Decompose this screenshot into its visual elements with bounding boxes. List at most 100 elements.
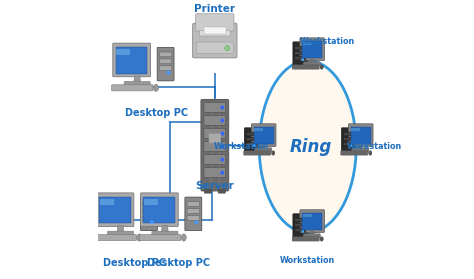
Ellipse shape — [320, 237, 323, 241]
Circle shape — [220, 158, 224, 162]
FancyBboxPatch shape — [99, 197, 131, 223]
FancyBboxPatch shape — [100, 199, 114, 205]
FancyBboxPatch shape — [293, 214, 308, 238]
Circle shape — [220, 171, 224, 175]
FancyBboxPatch shape — [140, 193, 178, 227]
FancyBboxPatch shape — [116, 47, 147, 74]
FancyBboxPatch shape — [124, 81, 150, 87]
FancyBboxPatch shape — [343, 142, 354, 146]
Circle shape — [220, 119, 224, 122]
FancyBboxPatch shape — [187, 216, 200, 220]
FancyBboxPatch shape — [303, 214, 312, 217]
FancyBboxPatch shape — [255, 148, 272, 151]
FancyBboxPatch shape — [95, 234, 137, 240]
FancyBboxPatch shape — [341, 128, 356, 152]
FancyBboxPatch shape — [204, 102, 226, 112]
FancyBboxPatch shape — [108, 231, 134, 237]
Ellipse shape — [259, 61, 356, 233]
Circle shape — [301, 58, 304, 61]
FancyBboxPatch shape — [254, 127, 273, 144]
Circle shape — [194, 220, 198, 224]
FancyBboxPatch shape — [204, 189, 211, 193]
Ellipse shape — [154, 84, 158, 92]
FancyBboxPatch shape — [187, 202, 200, 206]
FancyBboxPatch shape — [159, 52, 172, 57]
FancyBboxPatch shape — [352, 148, 369, 151]
Text: Server: Server — [195, 181, 234, 191]
Text: Workstation: Workstation — [300, 37, 355, 46]
FancyBboxPatch shape — [157, 47, 174, 81]
FancyBboxPatch shape — [348, 124, 373, 146]
FancyBboxPatch shape — [139, 234, 181, 240]
Polygon shape — [261, 146, 265, 149]
Circle shape — [220, 132, 224, 136]
FancyBboxPatch shape — [192, 23, 237, 58]
FancyBboxPatch shape — [251, 124, 276, 146]
Circle shape — [350, 144, 353, 147]
Circle shape — [253, 144, 255, 147]
Circle shape — [220, 105, 224, 109]
FancyBboxPatch shape — [159, 59, 172, 64]
FancyBboxPatch shape — [143, 209, 155, 213]
FancyBboxPatch shape — [295, 51, 306, 55]
FancyBboxPatch shape — [117, 49, 130, 55]
FancyBboxPatch shape — [204, 116, 226, 125]
FancyBboxPatch shape — [112, 85, 153, 91]
FancyBboxPatch shape — [140, 197, 157, 231]
FancyBboxPatch shape — [204, 27, 226, 34]
FancyBboxPatch shape — [246, 137, 257, 141]
FancyBboxPatch shape — [199, 30, 230, 36]
Circle shape — [220, 145, 224, 148]
FancyBboxPatch shape — [300, 38, 325, 61]
FancyBboxPatch shape — [245, 128, 259, 152]
FancyBboxPatch shape — [254, 128, 263, 131]
FancyBboxPatch shape — [351, 128, 360, 131]
Ellipse shape — [320, 65, 323, 69]
Circle shape — [166, 71, 171, 74]
Polygon shape — [162, 226, 168, 233]
Ellipse shape — [272, 151, 275, 155]
FancyBboxPatch shape — [351, 127, 371, 144]
Text: Workstation: Workstation — [346, 142, 402, 151]
FancyBboxPatch shape — [295, 56, 306, 60]
FancyBboxPatch shape — [300, 210, 325, 232]
FancyBboxPatch shape — [302, 41, 322, 58]
FancyBboxPatch shape — [152, 231, 178, 237]
FancyBboxPatch shape — [303, 234, 320, 237]
Text: Desktop PC: Desktop PC — [103, 258, 166, 268]
Text: Workstation: Workstation — [280, 256, 335, 265]
FancyBboxPatch shape — [295, 228, 306, 232]
FancyBboxPatch shape — [204, 129, 226, 138]
FancyBboxPatch shape — [218, 189, 225, 193]
FancyBboxPatch shape — [246, 132, 257, 136]
FancyBboxPatch shape — [343, 137, 354, 141]
FancyBboxPatch shape — [343, 132, 354, 136]
FancyBboxPatch shape — [143, 202, 155, 206]
Text: Ring: Ring — [289, 138, 332, 156]
Circle shape — [150, 220, 154, 224]
Ellipse shape — [137, 234, 142, 241]
FancyBboxPatch shape — [96, 193, 134, 227]
FancyBboxPatch shape — [244, 151, 271, 155]
FancyBboxPatch shape — [144, 199, 158, 205]
Polygon shape — [358, 146, 362, 149]
FancyBboxPatch shape — [209, 134, 220, 143]
Circle shape — [225, 46, 230, 51]
Ellipse shape — [369, 151, 372, 155]
FancyBboxPatch shape — [246, 142, 257, 146]
FancyBboxPatch shape — [292, 65, 319, 69]
FancyBboxPatch shape — [293, 42, 308, 66]
FancyBboxPatch shape — [295, 223, 306, 227]
FancyBboxPatch shape — [196, 42, 233, 54]
FancyBboxPatch shape — [159, 66, 172, 71]
Polygon shape — [310, 232, 314, 235]
FancyBboxPatch shape — [302, 213, 322, 230]
FancyBboxPatch shape — [295, 218, 306, 222]
FancyBboxPatch shape — [196, 14, 234, 31]
FancyBboxPatch shape — [201, 99, 228, 191]
FancyBboxPatch shape — [295, 46, 306, 50]
FancyBboxPatch shape — [292, 237, 319, 241]
Text: Desktop PC: Desktop PC — [125, 108, 188, 118]
Circle shape — [301, 230, 304, 233]
FancyBboxPatch shape — [143, 197, 175, 223]
